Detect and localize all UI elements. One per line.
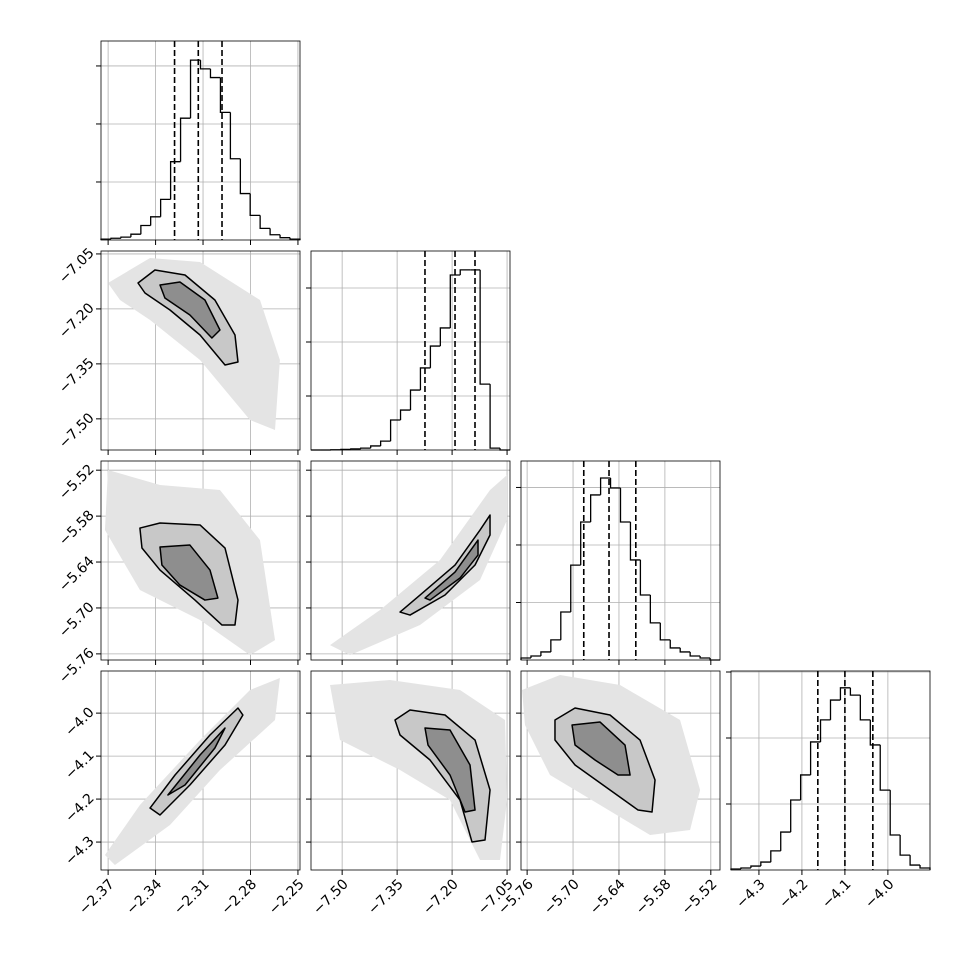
histogram-step bbox=[540, 651, 551, 656]
panel-frame bbox=[310, 670, 511, 871]
histogram-step bbox=[130, 233, 141, 238]
histogram-step bbox=[409, 389, 421, 411]
histogram-step bbox=[530, 655, 541, 658]
histogram-step bbox=[209, 68, 221, 79]
histogram-step bbox=[869, 719, 881, 746]
scatter-cloud bbox=[107, 257, 280, 431]
contour bbox=[159, 281, 221, 339]
histogram-step bbox=[259, 215, 271, 230]
histogram-step bbox=[790, 799, 801, 833]
panel-frame bbox=[730, 670, 931, 871]
histogram-step bbox=[609, 477, 621, 489]
panel-frame bbox=[100, 670, 301, 871]
histogram-step bbox=[669, 639, 681, 649]
histogram-step bbox=[560, 611, 571, 640]
histogram-step bbox=[249, 193, 261, 216]
histogram-step bbox=[570, 564, 581, 612]
contour bbox=[159, 544, 219, 601]
panel-frame bbox=[100, 250, 301, 451]
histogram-step bbox=[489, 384, 501, 449]
histogram-step bbox=[429, 345, 441, 368]
histogram-step bbox=[819, 719, 831, 742]
histogram-step bbox=[760, 861, 771, 867]
histogram-step bbox=[279, 234, 291, 239]
scatter-cloud bbox=[330, 679, 508, 861]
histogram-step bbox=[839, 687, 851, 701]
histogram-step bbox=[269, 228, 281, 236]
histogram-step bbox=[659, 622, 671, 641]
histogram-step bbox=[399, 409, 411, 421]
histogram-step bbox=[649, 595, 661, 624]
histogram-step bbox=[580, 521, 591, 566]
panel-frame bbox=[100, 40, 301, 241]
histogram-step bbox=[909, 855, 921, 866]
contour bbox=[424, 727, 476, 813]
histogram-step bbox=[809, 741, 821, 775]
histogram-step bbox=[370, 445, 381, 449]
panel-frame bbox=[310, 250, 511, 451]
histogram-step bbox=[199, 60, 211, 70]
histogram-step bbox=[590, 494, 601, 522]
histogram-step bbox=[780, 831, 791, 851]
histogram-step bbox=[599, 477, 611, 495]
contour bbox=[399, 514, 491, 616]
histogram-step bbox=[740, 867, 751, 870]
histogram-step bbox=[829, 699, 841, 720]
contour bbox=[424, 539, 479, 601]
histogram-step bbox=[449, 274, 461, 328]
histogram-step bbox=[179, 117, 191, 162]
panel-frame bbox=[520, 670, 721, 871]
histogram-step bbox=[120, 236, 131, 239]
histogram-step bbox=[389, 419, 401, 442]
histogram-step bbox=[689, 651, 701, 657]
histogram-step bbox=[439, 327, 451, 347]
histogram-step bbox=[110, 237, 121, 240]
histogram-step bbox=[479, 269, 491, 385]
histogram-step bbox=[360, 447, 371, 449]
histogram-step bbox=[879, 744, 891, 791]
contour bbox=[571, 721, 631, 776]
histogram-step bbox=[750, 865, 761, 869]
histogram-step bbox=[169, 161, 181, 200]
histogram-step bbox=[239, 158, 251, 195]
histogram-step bbox=[550, 639, 561, 652]
histogram-step bbox=[459, 269, 471, 276]
histogram-step bbox=[849, 687, 861, 696]
histogram-step bbox=[419, 367, 431, 391]
histogram-step bbox=[899, 835, 911, 856]
histogram-step bbox=[770, 850, 781, 863]
histogram-step bbox=[150, 216, 161, 226]
histogram-step bbox=[159, 198, 171, 217]
panel-frame bbox=[520, 460, 721, 661]
histogram-step bbox=[189, 59, 201, 119]
histogram-step bbox=[629, 521, 641, 561]
histogram-step bbox=[799, 774, 811, 801]
histogram-step bbox=[350, 448, 361, 450]
histogram-step bbox=[379, 440, 391, 446]
panel-frame bbox=[310, 460, 511, 661]
histogram-step bbox=[699, 655, 711, 659]
histogram-step bbox=[229, 112, 241, 160]
contour bbox=[167, 727, 226, 796]
histogram-step bbox=[219, 77, 231, 114]
panel-frame bbox=[100, 460, 301, 661]
histogram-step bbox=[859, 695, 871, 721]
histogram-step bbox=[889, 790, 901, 836]
histogram-step bbox=[140, 224, 151, 235]
histogram-step bbox=[619, 488, 631, 523]
histogram-step bbox=[639, 559, 651, 596]
histogram-step bbox=[679, 647, 691, 653]
